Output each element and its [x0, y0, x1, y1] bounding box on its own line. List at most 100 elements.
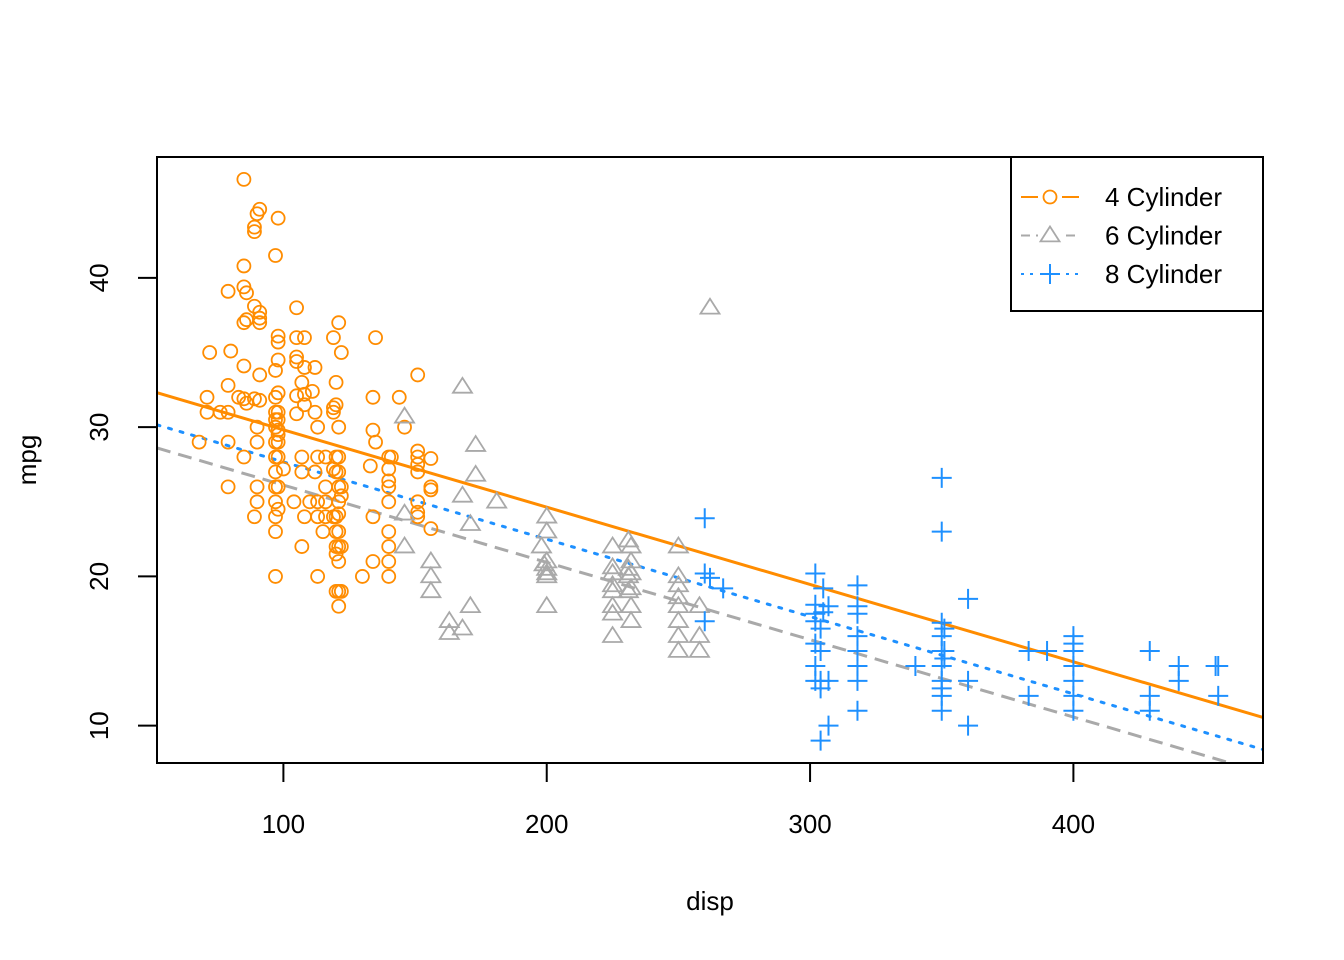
data-point: [601, 580, 624, 599]
data-point: [289, 330, 304, 346]
data-point: [294, 449, 310, 465]
data-point: [286, 494, 302, 510]
data-point: [328, 509, 344, 525]
data-point: [268, 494, 283, 510]
data-point: [958, 715, 979, 736]
data-point: [362, 458, 378, 474]
data-point: [667, 565, 690, 584]
data-point: [249, 479, 265, 495]
data-point: [530, 535, 553, 554]
data-point: [391, 389, 407, 405]
data-point: [688, 625, 711, 643]
data-point: [451, 485, 474, 503]
data-point: [220, 283, 236, 299]
data-point: [905, 655, 926, 676]
data-point: [297, 397, 312, 413]
data-point: [847, 575, 868, 596]
data-point: [333, 345, 349, 360]
data-point: [289, 300, 304, 316]
data-point: [381, 479, 397, 495]
data-point: [270, 352, 286, 368]
legend-label: 6 Cylinder: [1105, 221, 1222, 251]
data-point: [410, 464, 426, 480]
data-point: [247, 219, 262, 235]
data-point: [619, 595, 643, 614]
data-point: [239, 395, 254, 411]
data-point: [381, 461, 397, 477]
data-point: [318, 494, 333, 510]
data-point: [368, 330, 383, 346]
data-point: [381, 494, 397, 510]
data-point: [1168, 670, 1189, 691]
data-point: [1063, 700, 1084, 721]
data-point: [667, 610, 690, 628]
fit-line-6-cylinder: [157, 446, 1236, 763]
data-point: [810, 678, 831, 699]
data-point: [847, 670, 868, 691]
data-point: [270, 501, 286, 517]
data-point: [275, 461, 291, 477]
data-point: [302, 494, 318, 510]
data-point: [249, 206, 265, 222]
data-point: [268, 389, 283, 405]
data-point: [270, 334, 286, 350]
data-point: [451, 376, 474, 394]
data-point: [328, 374, 344, 390]
data-point: [423, 479, 439, 495]
data-point: [393, 503, 416, 521]
data-point: [333, 539, 349, 554]
data-point: [931, 521, 952, 542]
data-point: [1205, 655, 1226, 676]
data-point: [438, 610, 461, 628]
data-point: [381, 524, 397, 540]
y-tick-label: 20: [84, 562, 114, 591]
data-point: [688, 595, 711, 614]
data-point: [464, 434, 487, 452]
data-point: [393, 406, 416, 424]
data-point: [381, 569, 397, 584]
data-point: [333, 583, 349, 599]
data-point: [268, 363, 283, 378]
x-axis-title: disp: [686, 886, 734, 916]
data-point: [810, 730, 831, 751]
data-point: [326, 404, 341, 420]
data-point: [236, 358, 252, 374]
data-point: [700, 567, 720, 588]
data-point: [270, 404, 286, 420]
data-point: [1018, 641, 1039, 662]
data-point: [694, 611, 715, 632]
data-point: [220, 434, 236, 450]
data-point: [381, 473, 397, 489]
data-point: [268, 569, 283, 584]
data-point: [601, 625, 624, 643]
data-point: [381, 554, 397, 569]
data-point: [304, 383, 320, 399]
data-point: [331, 554, 347, 569]
x-tick-label: 400: [1052, 809, 1095, 839]
data-point: [268, 524, 283, 540]
data-point: [220, 377, 236, 393]
data-point: [958, 588, 979, 609]
data-point: [223, 343, 239, 359]
data-point: [459, 595, 482, 614]
data-point: [365, 389, 381, 405]
data-point: [410, 367, 426, 383]
data-point: [810, 641, 831, 662]
data-point: [423, 482, 439, 498]
data-point: [307, 404, 323, 420]
data-point: [315, 524, 331, 540]
data-point: [485, 491, 508, 509]
data-point: [931, 700, 952, 721]
data-point: [419, 550, 443, 569]
data-point: [365, 509, 381, 525]
data-point: [220, 404, 236, 420]
data-point: [310, 419, 326, 435]
data-point: [1037, 641, 1058, 662]
data-point: [236, 258, 252, 274]
data-point: [294, 464, 310, 480]
data-point: [847, 700, 868, 721]
data-point: [249, 434, 265, 450]
data-point: [535, 520, 558, 539]
data-point: [931, 678, 952, 699]
